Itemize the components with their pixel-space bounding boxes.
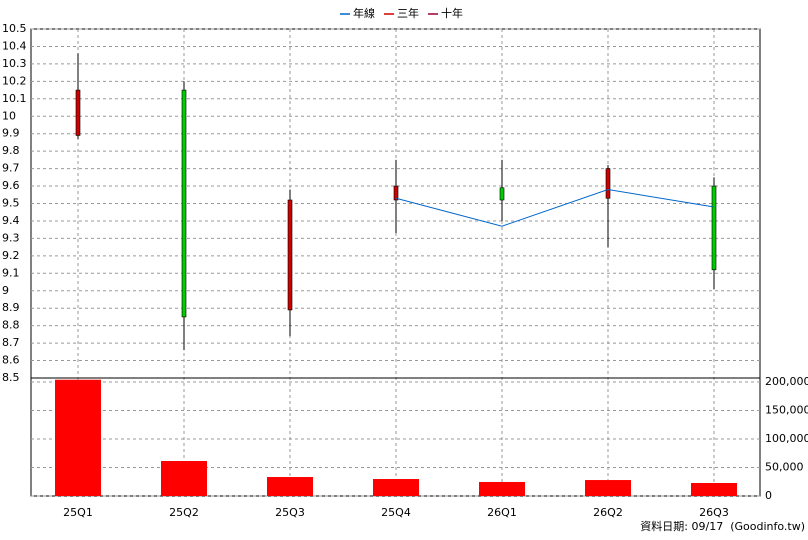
volume-bar [691, 483, 737, 496]
candle-body [181, 89, 187, 318]
volume-bar [373, 479, 419, 496]
y-tick-label: 8.5 [2, 371, 20, 384]
y-tick-label: 9.2 [2, 249, 20, 262]
volume-bar [55, 379, 101, 496]
candle-body [499, 187, 505, 201]
series-line [395, 189, 715, 227]
volume-bar [267, 477, 313, 496]
y2-tick-label: 100,000 [765, 432, 808, 445]
candle-body [605, 168, 611, 199]
legend-label: 十年 [441, 6, 463, 20]
y-tick-label: 10.4 [2, 39, 27, 52]
x-tick-label: 25Q3 [275, 506, 305, 519]
y-tick-label: 10.2 [2, 74, 27, 87]
x-tick-label: 26Q3 [699, 506, 729, 519]
candle-body [393, 185, 399, 201]
x-tick-label: 26Q1 [487, 506, 517, 519]
source-note: 資料日期: 09/17 (Goodinfo.tw) [640, 519, 805, 533]
y-tick-label: 10.3 [2, 57, 27, 70]
y2-tick-label: 200,000 [765, 375, 808, 388]
y-tick-label: 9.8 [2, 144, 20, 157]
candle-body [287, 199, 293, 311]
y-tick-label: 9.4 [2, 214, 20, 227]
y-tick-label: 9.1 [2, 266, 20, 279]
x-tick-label: 25Q2 [169, 506, 199, 519]
plot-frame [30, 28, 761, 497]
y-tick-label: 8.8 [2, 319, 20, 332]
legend-label: 年線 [353, 6, 375, 20]
y-tick-label: 8.9 [2, 301, 20, 314]
x-tick-label: 25Q1 [63, 506, 93, 519]
y-tick-label: 9.5 [2, 197, 20, 210]
volume-bar [161, 460, 207, 496]
x-tick-label: 26Q2 [593, 506, 623, 519]
y-tick-label: 8.7 [2, 336, 20, 349]
y2-tick-label: 150,000 [765, 403, 808, 416]
y-tick-label: 9 [2, 284, 9, 297]
y-tick-label: 10.5 [2, 22, 27, 35]
candle-body [75, 89, 81, 136]
y-tick-label: 9.6 [2, 179, 20, 192]
y-tick-label: 9.9 [2, 127, 20, 140]
y-tick-label: 8.6 [2, 354, 20, 367]
y-tick-label: 9.3 [2, 231, 20, 244]
candle-body [711, 185, 717, 271]
y2-tick-label: 50,000 [765, 460, 804, 473]
x-tick-label: 25Q4 [381, 506, 411, 519]
y-tick-label: 9.7 [2, 162, 20, 175]
y2-tick-label: 0 [765, 489, 772, 502]
y-tick-label: 10.1 [2, 92, 27, 105]
legend-label: 三年 [397, 6, 419, 20]
volume-bar [479, 481, 525, 496]
volume-bar [585, 480, 631, 496]
y-tick-label: 10 [2, 109, 16, 122]
